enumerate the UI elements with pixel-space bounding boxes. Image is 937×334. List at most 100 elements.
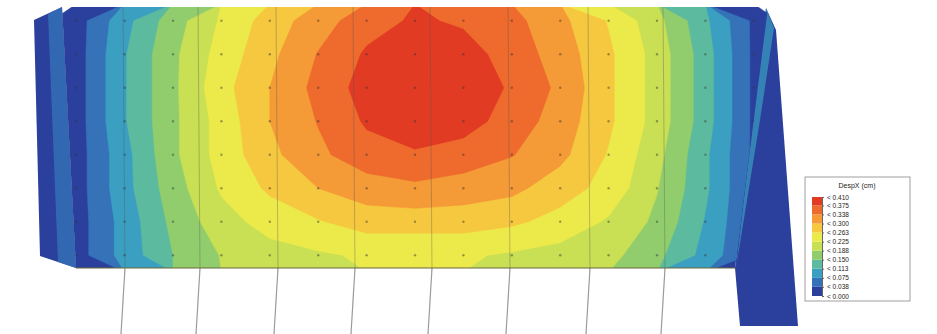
mesh-node	[123, 87, 125, 89]
mesh-node	[656, 87, 658, 89]
mesh-node	[462, 87, 464, 89]
colorbar: DespX (cm) < 0.000 < 0.038 < 0.075 < 0.113 < …	[805, 177, 910, 301]
mesh-node	[607, 87, 609, 89]
mesh-node	[511, 221, 513, 223]
mesh-node	[317, 221, 319, 223]
mesh-node	[511, 187, 513, 189]
mesh-node	[704, 254, 706, 256]
colorbar-axis: < 0.000< 0.038< 0.075< 0.113< 0.150< 0.1…	[822, 194, 849, 300]
mesh-node	[753, 221, 755, 223]
mesh-node	[123, 120, 125, 122]
tick: < 0.375	[822, 202, 849, 209]
mesh-node	[172, 120, 174, 122]
mesh-node	[656, 154, 658, 156]
tick: < 0.410	[822, 194, 849, 201]
tick-mark	[822, 287, 824, 288]
mesh-node	[269, 87, 271, 89]
mesh-node	[511, 120, 513, 122]
tick-label: < 0.000	[827, 293, 849, 300]
mesh-node	[559, 254, 561, 256]
mesh-node	[704, 221, 706, 223]
mesh-node	[559, 154, 561, 156]
colorbar-swatch	[812, 205, 822, 214]
tick-label: < 0.410	[827, 194, 849, 201]
mesh-node	[559, 87, 561, 89]
contour-band	[127, 4, 714, 272]
mesh-node	[511, 53, 513, 55]
tick-label: < 0.300	[827, 220, 849, 227]
mesh-node	[220, 20, 222, 22]
tick-mark	[822, 242, 824, 243]
mesh-line	[430, 4, 432, 270]
mesh-node	[172, 53, 174, 55]
mesh-line	[353, 4, 355, 270]
mesh-node	[269, 154, 271, 156]
mesh-node	[414, 154, 416, 156]
mesh-node	[123, 221, 125, 223]
tick-label: < 0.075	[827, 274, 849, 281]
tick-label: < 0.188	[827, 247, 849, 254]
mesh-node	[559, 221, 561, 223]
mesh-node	[317, 120, 319, 122]
mesh-node	[414, 120, 416, 122]
mesh-node	[414, 53, 416, 55]
colorbar-swatch	[812, 242, 822, 251]
mesh-node	[172, 187, 174, 189]
tick-label: < 0.038	[827, 283, 849, 290]
mesh-node	[559, 53, 561, 55]
mesh-node	[704, 120, 706, 122]
mesh-node	[172, 154, 174, 156]
mesh-node	[704, 53, 706, 55]
mesh-node	[607, 254, 609, 256]
mesh-node	[365, 154, 367, 156]
mesh-node	[704, 87, 706, 89]
colorbar-swatch	[812, 269, 822, 278]
mesh-line	[588, 4, 590, 270]
mesh-node	[559, 20, 561, 22]
mesh-node	[220, 120, 222, 122]
mesh-node	[75, 120, 77, 122]
mesh-node	[269, 187, 271, 189]
tick-mark	[822, 260, 824, 261]
mesh-node	[123, 20, 125, 22]
tick-label: < 0.263	[827, 229, 849, 236]
mesh-line	[508, 4, 510, 270]
mesh-node	[365, 53, 367, 55]
mesh-node	[753, 120, 755, 122]
mesh-node	[75, 53, 77, 55]
mesh-node	[123, 187, 125, 189]
mesh-node	[607, 20, 609, 22]
contour-band	[152, 4, 693, 272]
tick-mark	[822, 197, 824, 198]
mesh-node	[365, 120, 367, 122]
mesh-node	[75, 221, 77, 223]
pile	[506, 268, 510, 334]
mesh-node	[220, 254, 222, 256]
colorbar-swatch	[812, 232, 822, 241]
mesh-node	[656, 53, 658, 55]
colorbar-swatch	[812, 251, 822, 260]
mesh-node	[365, 187, 367, 189]
mesh-node	[220, 154, 222, 156]
tick: < 0.300	[822, 220, 849, 227]
piles	[121, 268, 665, 334]
mesh-node	[172, 254, 174, 256]
mesh-node	[317, 20, 319, 22]
tick-label: < 0.338	[827, 211, 849, 218]
figure: DespX (cm) < 0.000 < 0.038 < 0.075 < 0.113 < …	[0, 0, 937, 334]
colorbar-title: DespX (cm)	[839, 182, 876, 190]
colorbar-swatch	[812, 197, 822, 205]
mesh-node	[462, 53, 464, 55]
mesh-node	[414, 87, 416, 89]
mesh-node	[75, 20, 77, 22]
mesh-node	[656, 120, 658, 122]
mesh-node	[511, 87, 513, 89]
mesh-node	[123, 254, 125, 256]
tick: < 0.113	[822, 265, 849, 272]
mesh-node	[753, 154, 755, 156]
tick-mark	[822, 296, 824, 297]
mesh-node	[365, 20, 367, 22]
mesh-lines	[123, 4, 665, 270]
contour-band	[179, 4, 671, 272]
tick-label: < 0.225	[827, 238, 849, 245]
